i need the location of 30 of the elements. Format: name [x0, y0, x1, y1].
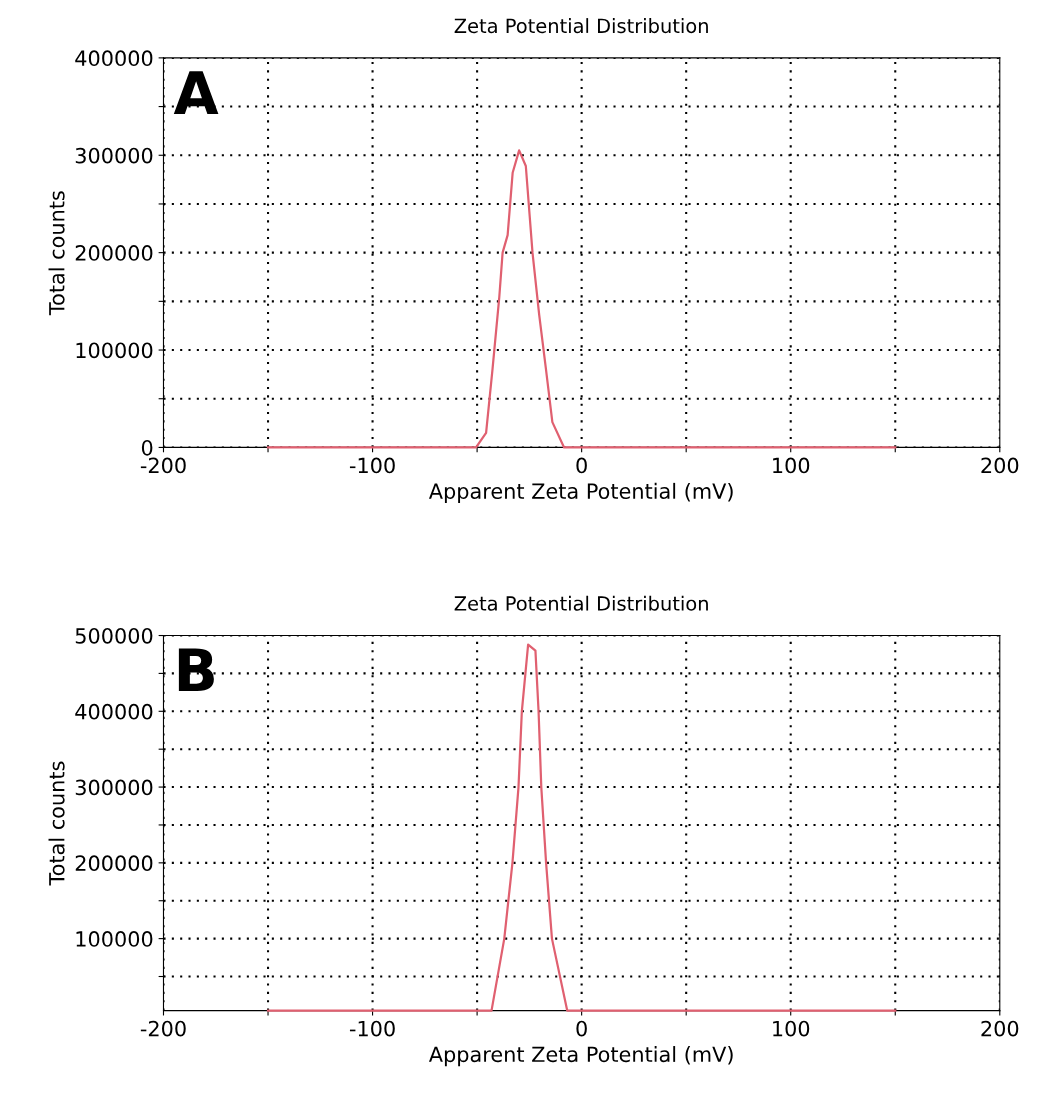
y-tick-label: 500000	[75, 627, 153, 644]
x-tick-label: -100	[349, 1020, 395, 1037]
x-tick-label: -100	[349, 457, 395, 474]
line-series	[266, 643, 897, 1012]
annotation: B	[178, 648, 214, 692]
y-axis-title: Total counts	[48, 761, 65, 886]
y-tick-label: 200000	[75, 855, 153, 872]
y-tick-label: 0	[141, 439, 153, 456]
x-tick-label: 100	[773, 457, 810, 474]
x-axis-title: Apparent Zeta Potential (mV)	[428, 482, 733, 504]
line-series	[266, 149, 897, 449]
chart-title: Zeta Potential Distribution	[454, 18, 708, 34]
x-tick-label: 0	[576, 1020, 587, 1037]
annotation: A	[173, 71, 219, 114]
y-tick-label: 200000	[75, 245, 153, 261]
y-axis-title: Total counts	[48, 191, 65, 316]
x-tick-label: 200	[981, 457, 1019, 474]
x-tick-label: 100	[773, 1020, 810, 1037]
x-axis-title: Apparent Zeta Potential (mV)	[428, 1046, 733, 1067]
y-tick-label: 300000	[75, 147, 153, 164]
x-tick-label: 200	[981, 1020, 1019, 1037]
x-tick-label: -200	[140, 1020, 186, 1037]
x-tick-label: 0	[576, 457, 587, 474]
y-tick-label: 100000	[76, 931, 153, 947]
y-tick-label: 300000	[75, 779, 153, 796]
chart-title: Zeta Potential Distribution	[454, 595, 708, 611]
y-tick-label: 400000	[75, 50, 153, 67]
y-tick-label: 400000	[75, 703, 153, 720]
y-tick-label: 100000	[76, 342, 153, 359]
x-tick-label: -200	[140, 457, 186, 474]
